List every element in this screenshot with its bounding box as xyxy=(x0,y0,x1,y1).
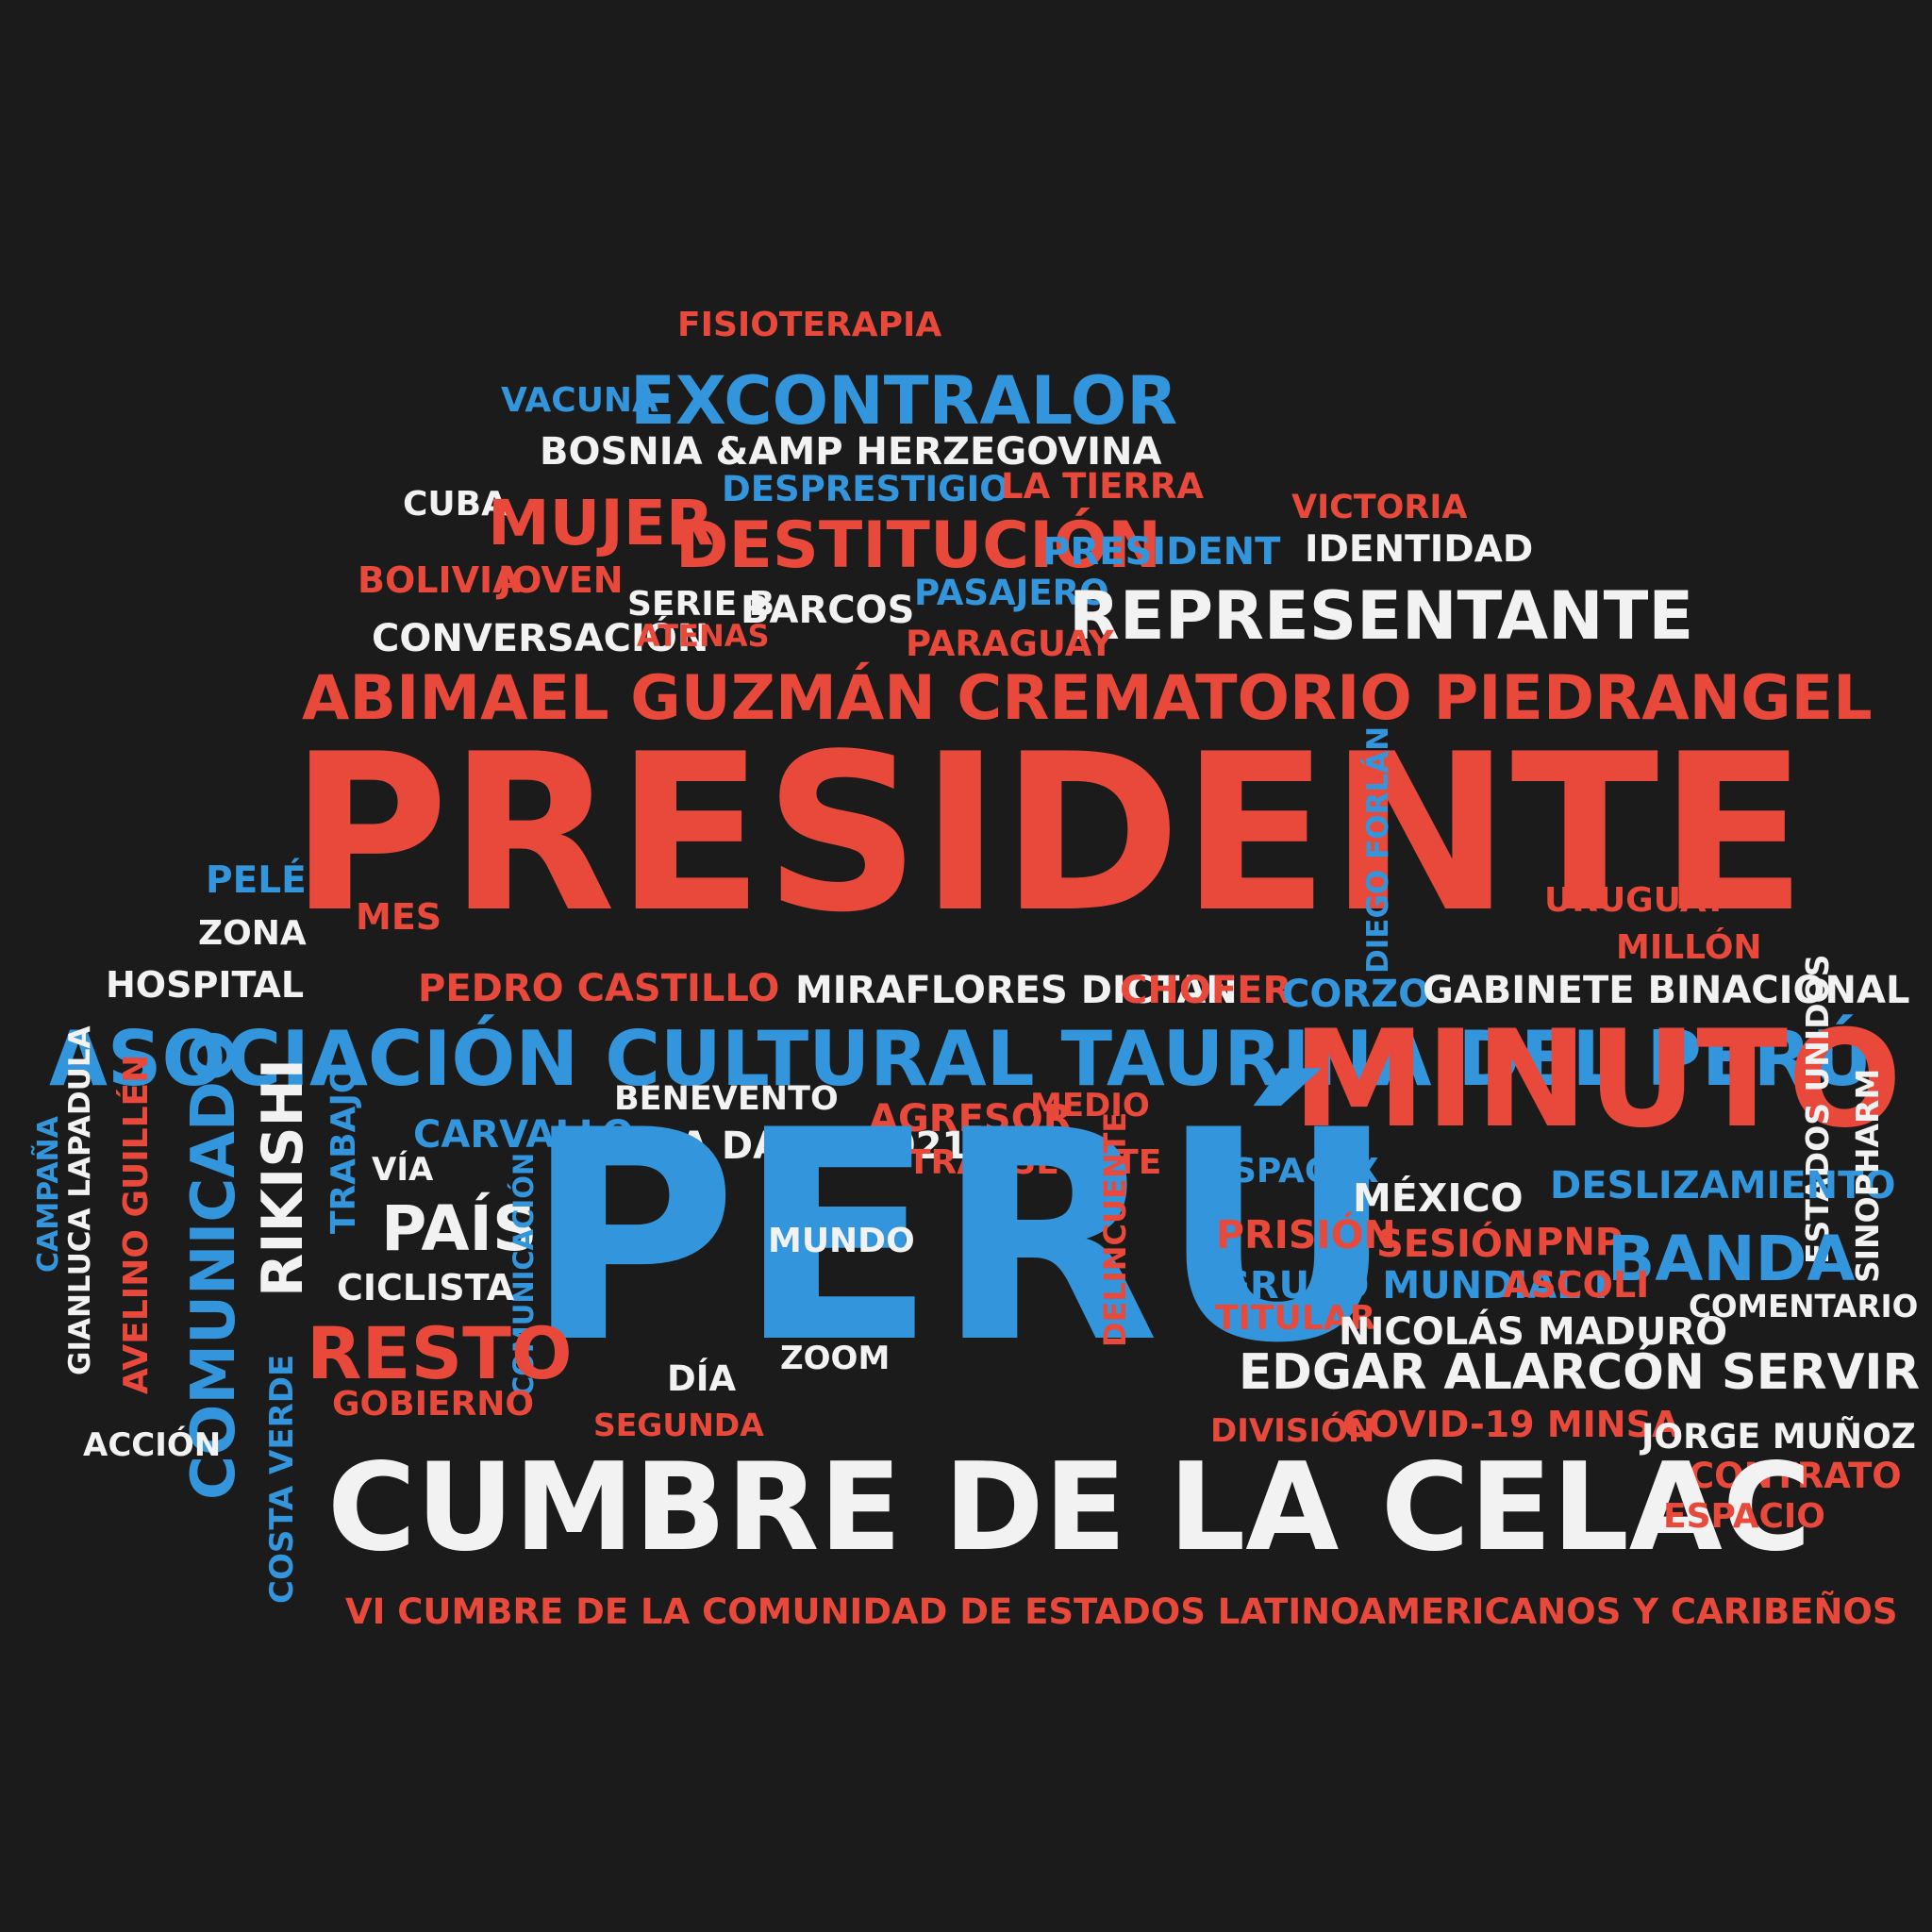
word-mes: MES xyxy=(356,896,442,938)
word-edgar-alarcon: EDGAR ALARCÓN SERVIR xyxy=(1239,1344,1921,1401)
word-grupo-mundial: GRUPO MUNDIAL I xyxy=(1219,1264,1608,1307)
word-serie-b: SERIE B xyxy=(627,585,775,624)
word-accion: ACCIÓN xyxy=(83,1426,222,1464)
word-espacio: ESPACIO xyxy=(1663,1497,1825,1536)
word-sinopharm: SINOPHARM xyxy=(1849,1068,1886,1283)
word-fisioterapia: FISIOTERAPIA xyxy=(677,306,942,344)
word-avelino-guillen: AVELINO GUILLÉN xyxy=(117,1054,156,1394)
word-abimael-guzman: ABIMAEL GUZMÁN CREMATORIO PIEDRANGEL xyxy=(302,663,1873,734)
word-carvallo: CARVALLO xyxy=(413,1113,634,1157)
word-gobierno: GOBIERNO xyxy=(332,1385,535,1424)
word-vacuna: VACUNA xyxy=(501,381,658,420)
word-uruguay: URUGUAY xyxy=(1544,881,1728,920)
word-copa-davis: COPA DAVIS 2021 xyxy=(595,1124,969,1168)
word-millon: MILLÓN xyxy=(1616,928,1762,967)
word-representante: REPRESENTANTE xyxy=(1069,577,1694,655)
word-miraflores-dictan: MIRAFLORES DICTAN xyxy=(795,969,1238,1012)
word-dia: DÍA xyxy=(667,1358,737,1399)
word-gabinete-binacional: GABINETE BINACIONAL xyxy=(1423,969,1910,1012)
word-asociacion-cultural: ASOCIACIÓN CULTURAL TAURINA DEL PERÚ xyxy=(49,1015,1874,1103)
word-la-tierra: LA TIERRA xyxy=(1001,466,1204,507)
word-pais: PAÍS xyxy=(381,1192,538,1265)
word-pasajero: PASAJERO xyxy=(914,573,1109,613)
word-division: DIVISIÓN xyxy=(1210,1412,1375,1450)
word-pele: PELÉ xyxy=(206,859,307,902)
word-jorge-munoz: JORGE MUÑOZ xyxy=(1641,1417,1916,1457)
word-covid-minsa: COVID-19 MINSA xyxy=(1342,1404,1680,1445)
word-contrato: CONTRATO xyxy=(1689,1456,1902,1496)
word-victoria: VICTORIA xyxy=(1291,489,1468,526)
word-vi-cumbre: VI CUMBRE DE LA COMUNIDAD DE ESTADOS LAT… xyxy=(345,1591,1898,1632)
word-desprestigio: DESPRESTIGIO xyxy=(722,469,1009,509)
word-benevento: BENEVENTO xyxy=(614,1080,839,1118)
word-zoom: ZOOM xyxy=(780,1340,891,1377)
word-chofer: CHOFER xyxy=(1120,969,1292,1012)
word-minuto: MINUTO xyxy=(1292,1002,1902,1158)
word-ciclista: CICLISTA xyxy=(337,1267,515,1308)
word-cumbre-celac: CUMBRE DE LA CELAC xyxy=(327,1438,1811,1578)
word-pnp: PNP xyxy=(1536,1221,1624,1264)
word-excontralor: EXCONTRALOR xyxy=(630,362,1178,440)
word-via: VÍA xyxy=(372,1151,434,1189)
word-ascoli: ASCOLI xyxy=(1503,1264,1650,1306)
word-sesion: SESIÓN xyxy=(1376,1223,1535,1266)
word-delincuente: DELINCUENTE xyxy=(1097,1111,1133,1347)
word-spacex: SPACEX xyxy=(1232,1152,1379,1191)
word-rikishi: RIKISHI xyxy=(250,1058,316,1297)
word-deslizamiento: DESLIZAMIENTO xyxy=(1550,1164,1896,1208)
word-destitucion: DESTITUCIÓN xyxy=(675,508,1162,583)
word-comentario: COMENTARIO xyxy=(1689,1289,1919,1324)
word-joven: JOVEN xyxy=(498,559,624,601)
word-hospital: HOSPITAL xyxy=(106,964,305,1006)
word-segunda: SEGUNDA xyxy=(593,1407,764,1443)
word-zona: ZONA xyxy=(198,914,307,953)
word-peru: PERÚ xyxy=(525,1068,1396,1407)
word-prision: PRISIÓN xyxy=(1216,1212,1396,1257)
word-campana: CAMPAÑA xyxy=(32,1116,65,1273)
word-president: PRESIDENT xyxy=(1042,530,1281,574)
word-conversacion: CONVERSACIÓN xyxy=(372,617,709,660)
word-presidente: PRESIDENTE xyxy=(290,708,1807,960)
word-gianluca-lapadula: GIANLUCA LAPADULA xyxy=(63,1025,97,1375)
word-cuba: CUBA xyxy=(403,485,508,524)
word-mujer: MUJER xyxy=(488,487,714,559)
word-mexico: MÉXICO xyxy=(1353,1175,1524,1221)
word-trabajo: TRABAJO xyxy=(325,1064,363,1234)
word-atenas: ATENAS xyxy=(637,618,770,654)
word-paraguay: PARAGUAY xyxy=(906,624,1114,664)
word-agresor: AGRESOR xyxy=(869,1097,1073,1141)
word-bolivia: BOLIVIA xyxy=(358,559,521,601)
word-corzo: CORZO xyxy=(1282,973,1431,1016)
word-nicolas-maduro: NICOLÁS MADURO xyxy=(1339,1310,1728,1354)
word-bosnia-herzegovina: BOSNIA &AMP HERZEGOVINA xyxy=(540,430,1162,474)
word-identidad: IDENTIDAD xyxy=(1305,528,1534,571)
word-titular: TITULAR xyxy=(1215,1299,1376,1338)
word-pedro-castillo: PEDRO CASTILLO xyxy=(418,967,780,1010)
word-resto: RESTO xyxy=(307,1311,573,1395)
word-banda: BANDA xyxy=(1607,1223,1856,1295)
word-costa-verde: COSTA VERDE xyxy=(263,1354,301,1604)
word-transeunte: TRANSEÚNTE xyxy=(908,1143,1162,1182)
word-medio: MEDIO xyxy=(1030,1087,1150,1124)
word-estados-unidos: ESTADOS UNIDOS xyxy=(1799,954,1836,1264)
word-mundo: MUNDO xyxy=(768,1222,915,1260)
word-diego-forlan: DIEGO FORLÁN xyxy=(1361,725,1395,974)
word-barcos: BARCOS xyxy=(741,589,915,632)
